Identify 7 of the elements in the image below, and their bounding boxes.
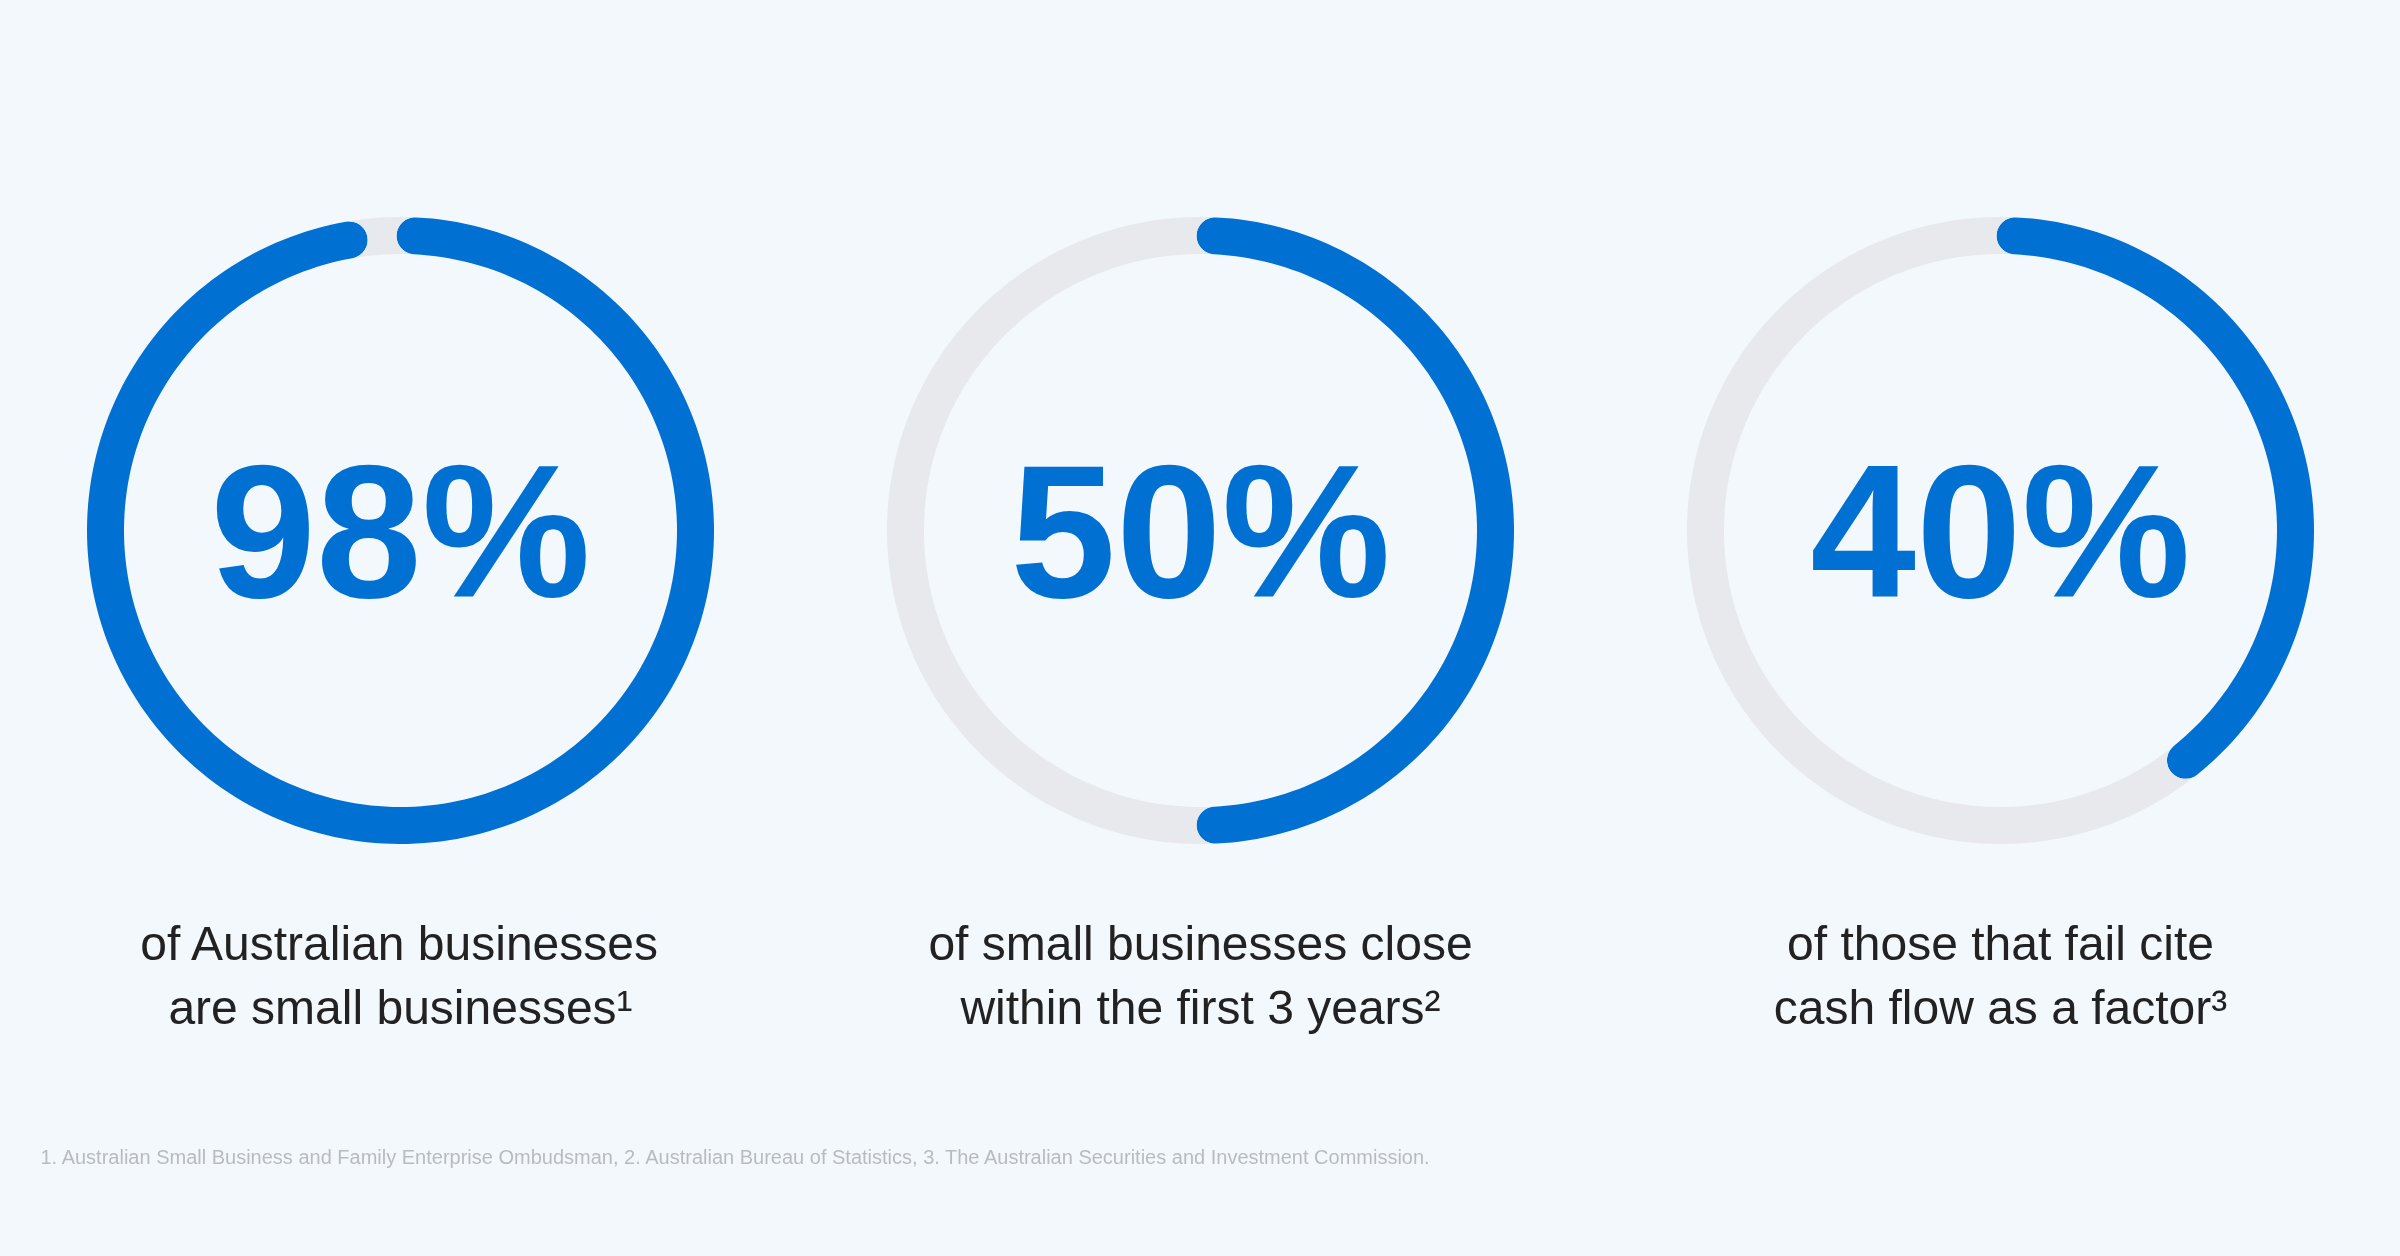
text: of small businesses close within the first 3 years² [928, 917, 1473, 1034]
text: of those that fail cite cash flow as a factor³ [1773, 917, 2228, 1034]
data-label: 98% [210, 424, 591, 637]
text: of Australian businesses are small businesses¹ [140, 917, 658, 1034]
data-label: 50% [1010, 424, 1391, 637]
text: 1. Australian Small Business and Family Enterprise Ombudsman, 2. Australian Bureau of Statistics, 3. The Australian Securities and Investment Commission. [40, 1145, 1430, 1168]
data-label: 40% [1810, 424, 2191, 637]
